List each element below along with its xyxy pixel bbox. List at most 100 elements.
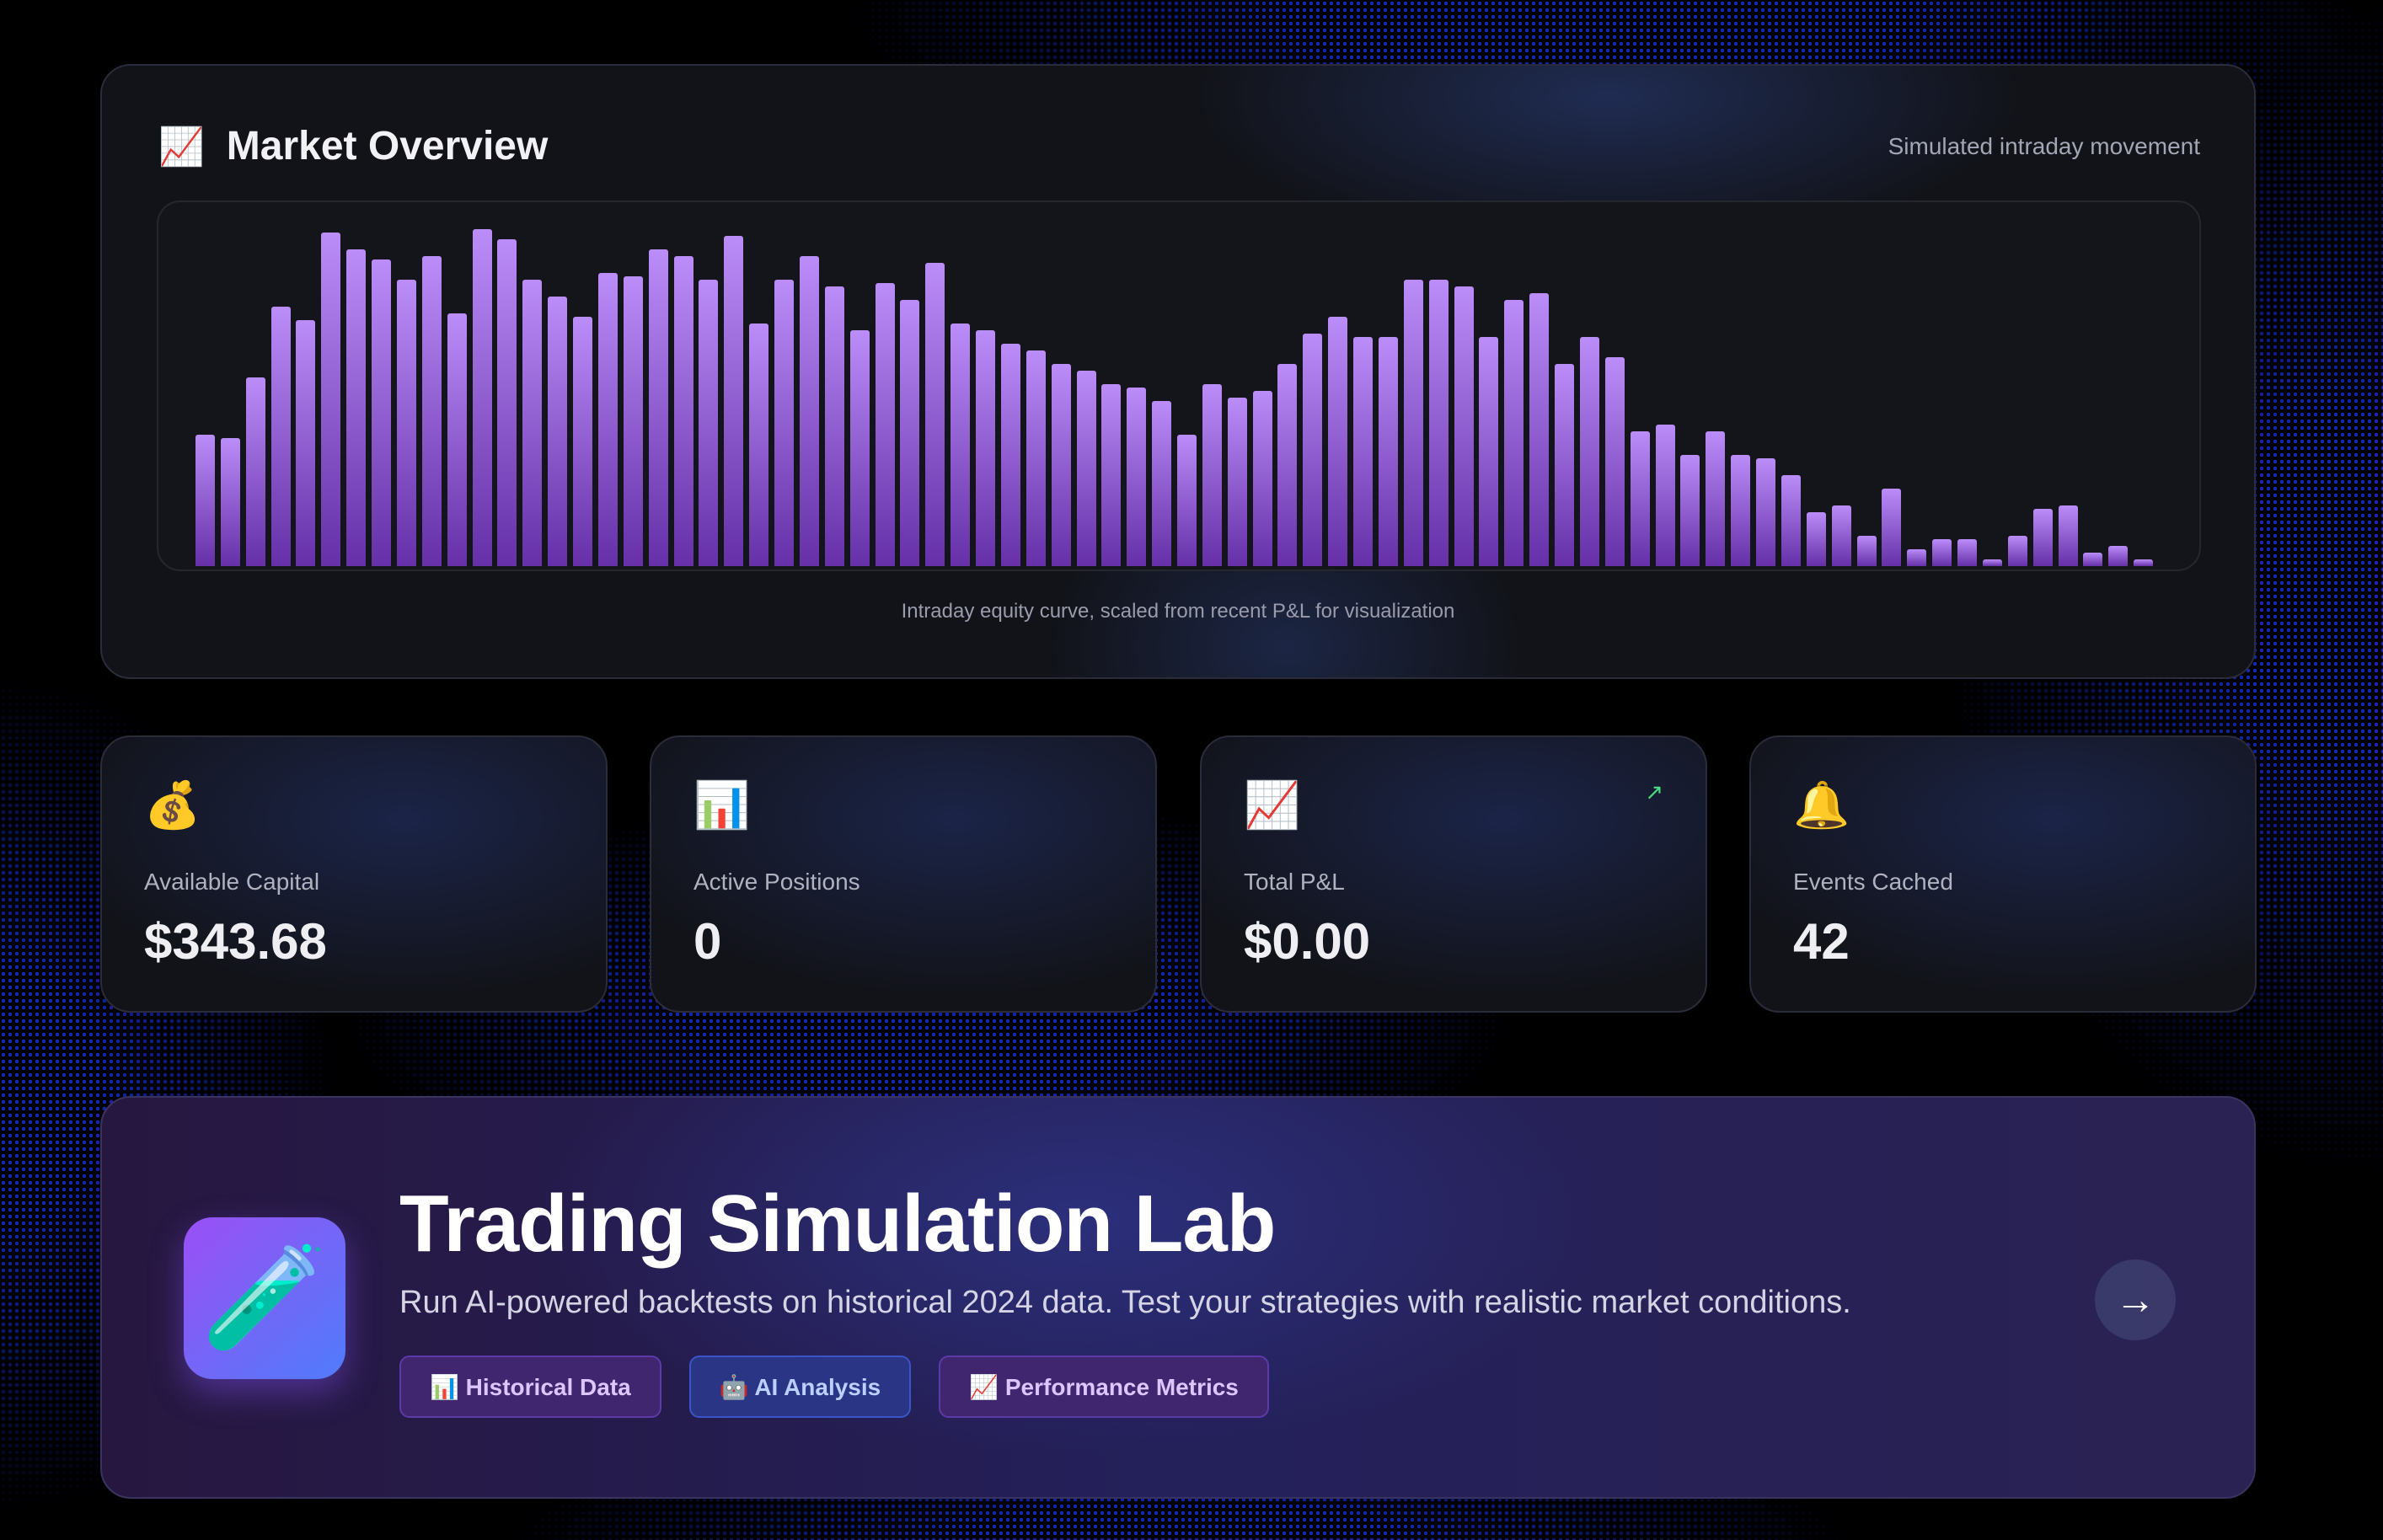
- chart-bar: [2058, 505, 2078, 566]
- market-title-text: Market Overview: [226, 124, 549, 168]
- chart-bar: [1428, 280, 1449, 566]
- chip-historical-data: 📊 Historical Data: [399, 1356, 661, 1418]
- chart-bar: [220, 438, 240, 566]
- chart-bar: [1655, 425, 1675, 566]
- chart-bar: [900, 300, 920, 566]
- chart-bar: [497, 239, 517, 566]
- trading-simulation-lab-card[interactable]: 🧪 Trading Simulation Lab Run AI-powered …: [100, 1096, 2256, 1499]
- stat-card-events-cached: 🔔 Events Cached 42: [1749, 735, 2257, 1013]
- market-subtitle: Simulated intraday movement: [1888, 133, 2200, 159]
- chart-bar: [1403, 280, 1423, 566]
- stat-card-available-capital: 💰 Available Capital $343.68: [100, 735, 608, 1013]
- chart-bar: [2134, 559, 2154, 566]
- chart-bar: [1806, 512, 1826, 566]
- chart-bar: [1781, 475, 1801, 566]
- chart-bar: [1202, 384, 1222, 566]
- chart-bar: [1479, 337, 1499, 566]
- chart-bar: [1680, 455, 1700, 566]
- chart-bar: [1152, 401, 1172, 566]
- chart-bar: [597, 273, 618, 566]
- chart-bar: [1177, 435, 1197, 566]
- stat-label: Available Capital: [144, 869, 320, 895]
- chart-bar: [623, 276, 643, 566]
- chart-bar: [346, 249, 367, 566]
- lab-title: Trading Simulation Lab: [399, 1179, 1276, 1269]
- chart-bar: [774, 280, 795, 566]
- chart-bar: [1630, 431, 1650, 566]
- chart-bar: [1076, 371, 1096, 566]
- chart-bar: [1127, 388, 1147, 566]
- chart-bar: [1328, 317, 1348, 566]
- chart-bar: [925, 263, 945, 566]
- chart-bar: [1000, 344, 1020, 566]
- chart-bar: [849, 330, 870, 566]
- lab-subtitle: Run AI-powered backtests on historical 2…: [399, 1285, 1851, 1320]
- chart-bar: [2083, 553, 2103, 566]
- market-overview-card: 📈 Market Overview Simulated intraday mov…: [100, 64, 2256, 679]
- chart-bar: [1982, 559, 2002, 566]
- chart-caption: Intraday equity curve, scaled from recen…: [901, 600, 1455, 623]
- stat-value: 42: [1793, 913, 1850, 970]
- chart-bar: [1252, 391, 1272, 566]
- chart-bar: [421, 256, 442, 566]
- chart-bar: [1731, 455, 1751, 566]
- stat-value: $343.68: [144, 913, 327, 970]
- stat-label: Total P&L: [1244, 869, 1345, 895]
- chart-bar: [1957, 539, 1978, 566]
- chip-ai-analysis: 🤖 AI Analysis: [688, 1356, 912, 1418]
- money-bag-icon: 💰: [144, 780, 201, 831]
- chart-bar: [699, 280, 719, 566]
- chart-bar: [1303, 334, 1323, 566]
- chart-bar: [1504, 300, 1524, 566]
- chart-bar: [372, 259, 392, 566]
- bell-icon: 🔔: [1793, 780, 1850, 831]
- chart-bar: [976, 330, 996, 566]
- test-tube-icon: 🧪: [184, 1217, 345, 1379]
- stat-value: $0.00: [1244, 913, 1371, 970]
- chart-bar: [1856, 536, 1877, 566]
- chart-increasing-icon: 📈: [1244, 780, 1301, 831]
- chart-bar: [1604, 357, 1625, 566]
- chart-bar: [195, 435, 215, 566]
- chart-bar: [1579, 337, 1599, 566]
- chart-bar: [1831, 505, 1851, 566]
- chart-bar: [472, 229, 492, 566]
- stat-card-active-positions: 📊 Active Positions 0: [650, 735, 1157, 1013]
- chart-bar: [548, 297, 568, 566]
- chart-bar: [1529, 293, 1550, 566]
- chart-bar: [1378, 337, 1398, 566]
- chart-bar: [1756, 458, 1776, 566]
- stat-label: Active Positions: [693, 869, 860, 895]
- chart-bar: [447, 313, 467, 566]
- chart-bar: [799, 256, 819, 566]
- chart-bar: [673, 256, 693, 566]
- chart-increasing-icon: 📈: [158, 126, 205, 168]
- equity-bar-chart: [157, 201, 2201, 571]
- chart-bar: [573, 317, 593, 566]
- chart-bar: [2032, 509, 2053, 566]
- chart-bar: [1051, 364, 1071, 566]
- chart-bar: [270, 307, 291, 566]
- stat-label: Events Cached: [1793, 869, 1953, 895]
- chart-bar: [1932, 539, 1952, 566]
- chart-bar: [1025, 350, 1046, 566]
- chart-bar: [824, 286, 844, 566]
- chart-bar: [1101, 384, 1122, 566]
- trend-up-arrow-icon: ↗: [1645, 779, 1663, 805]
- chart-bar: [245, 377, 265, 566]
- market-title: 📈 Market Overview: [158, 123, 548, 169]
- chart-bar: [1277, 364, 1298, 566]
- chart-bar: [1454, 286, 1474, 566]
- stat-card-total-pnl: 📈 ↗ Total P&L $0.00: [1200, 735, 1707, 1013]
- chart-bar: [2007, 536, 2027, 566]
- chart-bar: [749, 324, 769, 566]
- chart-bar: [321, 233, 341, 566]
- chart-bar: [875, 283, 895, 566]
- chart-bar: [1227, 398, 1247, 566]
- arrow-right-icon: →: [2115, 1277, 2155, 1323]
- open-lab-arrow-button[interactable]: →: [2095, 1259, 2176, 1340]
- chart-bar: [951, 324, 971, 566]
- chart-bar: [1907, 549, 1927, 566]
- stat-value: 0: [693, 913, 722, 970]
- chart-bar: [296, 320, 316, 566]
